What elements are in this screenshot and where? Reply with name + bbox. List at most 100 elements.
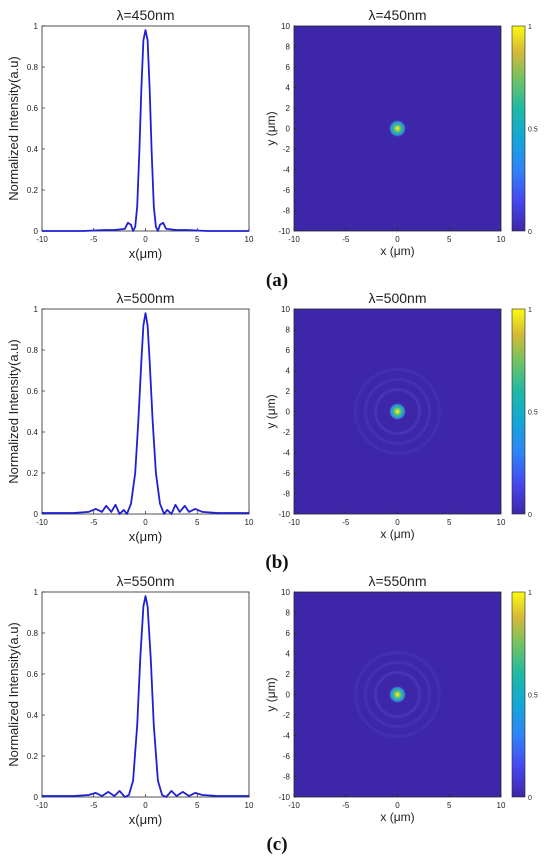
y-tick-label: -10 (278, 510, 290, 519)
y-tick-label: -8 (283, 773, 291, 782)
x-tick-label: 0 (395, 801, 400, 810)
y-tick-label: 0.2 (27, 186, 39, 195)
focal-spot (388, 402, 407, 421)
diffraction-ring (374, 671, 421, 718)
x-tick-label: -5 (90, 518, 98, 527)
x-tick-label: 5 (447, 518, 452, 527)
y-tick-label: 0.6 (27, 387, 39, 396)
y-tick-label: 0.4 (27, 145, 39, 154)
x-tick-label: -5 (342, 801, 350, 810)
colorbar-tick-label: 0.5 (528, 127, 538, 134)
x-tick-label: -10 (36, 235, 48, 244)
colorbar (511, 591, 526, 798)
y-tick-label: 4 (286, 84, 291, 93)
y-tick-label: -10 (278, 793, 290, 802)
x-tick-label: 0 (143, 801, 148, 810)
y-tick-label: 0 (286, 408, 291, 417)
y-tick-label: -2 (283, 711, 291, 720)
y-tick-label: 2 (286, 387, 291, 396)
map-title: λ=450nm (369, 7, 427, 23)
map-x-label: x (μm) (380, 810, 414, 824)
y-tick-label: -4 (283, 449, 291, 458)
plot-area (41, 591, 250, 798)
y-tick-label: 0 (34, 227, 39, 236)
diffraction-ring (364, 378, 431, 445)
intensity-line (42, 595, 249, 798)
y-tick-label: -6 (283, 186, 291, 195)
y-tick-label: 10 (281, 305, 290, 314)
x-tick-label: -10 (36, 801, 48, 810)
colorbar-tick-label: 1 (528, 590, 532, 597)
y-tick-label: 4 (286, 650, 291, 659)
y-tick-label: 0 (34, 793, 39, 802)
profile-chart: -10 -5 0 5 10 0 0.2 0.4 0.6 0.8 1 λ=450nm x(μm) Norma… (6, 7, 254, 261)
y-tick-label: 0 (286, 691, 291, 700)
map-y-label: y (μm) (264, 111, 278, 145)
x-tick-label: 10 (245, 235, 254, 244)
x-tick-label: 5 (195, 235, 200, 244)
x-tick-label: 0 (395, 518, 400, 527)
x-tick-label: -5 (342, 518, 350, 527)
x-tick-label: -5 (90, 801, 98, 810)
y-tick-label: -4 (283, 166, 291, 175)
caption-c: (c) (266, 834, 288, 855)
y-tick-label: 6 (286, 629, 291, 638)
profile-x-label: x(μm) (129, 812, 162, 827)
profile-y-label: Normalized Intensity(a.u) (6, 56, 21, 201)
intensity-line (42, 29, 249, 232)
x-tick-label: 0 (143, 235, 148, 244)
y-tick-label: 0.4 (27, 711, 39, 720)
profile-chart: -10 -5 0 5 10 0 0.2 0.4 0.6 0.8 1 λ=500nm x(μm) Norma… (6, 290, 254, 544)
x-tick-label: 5 (195, 801, 200, 810)
profile-title: λ=450nm (117, 7, 175, 23)
caption-b: (b) (265, 552, 289, 573)
profile-chart: -10 -5 0 5 10 0 0.2 0.4 0.6 0.8 1 λ=550nm x(μm) Norma… (6, 573, 254, 827)
plot-area (41, 308, 250, 515)
y-tick-label: 0.4 (27, 428, 39, 437)
diffraction-ring (354, 368, 441, 455)
colorbar (511, 308, 526, 515)
y-tick-label: 0.8 (27, 629, 39, 638)
y-tick-label: 0.8 (27, 346, 39, 355)
focal-spot (388, 685, 407, 704)
y-tick-label: -6 (283, 752, 291, 761)
x-tick-label: -10 (288, 801, 300, 810)
map-y-label: y (μm) (264, 677, 278, 711)
x-tick-label: -10 (36, 518, 48, 527)
y-tick-label: 0.2 (27, 469, 39, 478)
y-tick-label: 4 (286, 367, 291, 376)
x-tick-label: 10 (245, 518, 254, 527)
colorbar (511, 25, 526, 232)
diffraction-ring (354, 651, 441, 738)
y-tick-label: -8 (283, 490, 291, 499)
x-tick-label: -5 (342, 235, 350, 244)
diffraction-ring (374, 388, 421, 435)
y-tick-label: -6 (283, 469, 291, 478)
y-tick-label: -8 (283, 207, 291, 216)
colorbar-tick-label: 1 (528, 307, 532, 314)
x-tick-label: 0 (395, 235, 400, 244)
x-tick-label: 5 (195, 518, 200, 527)
plot-area (41, 25, 250, 232)
y-tick-label: 1 (34, 588, 39, 597)
y-tick-label: 2 (286, 104, 291, 113)
x-tick-label: 10 (245, 801, 254, 810)
caption-a: (a) (265, 270, 289, 291)
x-tick-label: -10 (288, 235, 300, 244)
profile-y-label: Normalized Intensity(a.u) (6, 622, 21, 767)
profile-y-label: Normalized Intensity(a.u) (6, 339, 21, 484)
y-tick-label: -10 (278, 227, 290, 236)
x-tick-label: -10 (288, 518, 300, 527)
y-tick-label: 0.6 (27, 104, 39, 113)
profile-title: λ=500nm (117, 290, 175, 306)
y-tick-label: -4 (283, 732, 291, 741)
x-tick-label: 0 (143, 518, 148, 527)
x-tick-label: 10 (497, 801, 506, 810)
y-tick-label: -2 (283, 428, 291, 437)
map-x-label: x (μm) (380, 244, 414, 258)
profile-title: λ=550nm (117, 573, 175, 589)
y-tick-label: 0.2 (27, 752, 39, 761)
